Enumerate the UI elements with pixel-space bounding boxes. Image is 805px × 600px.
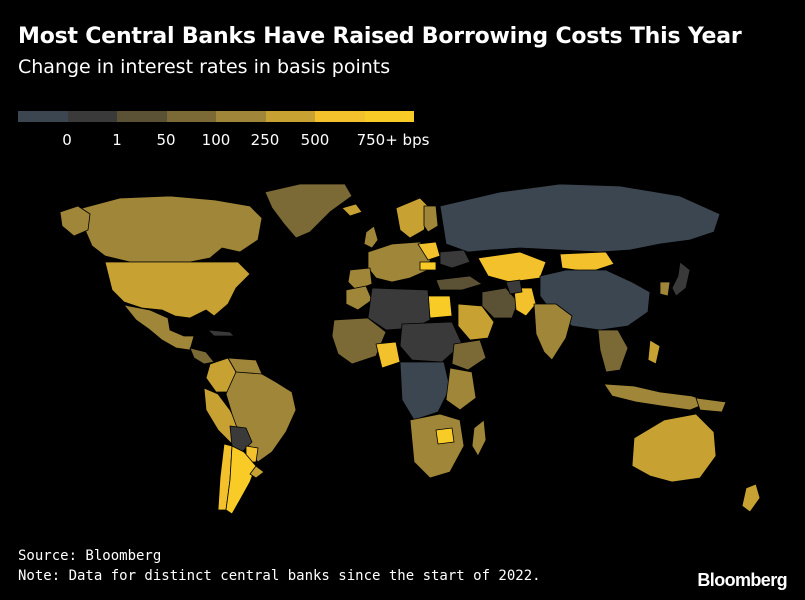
country-iceland	[341, 203, 363, 217]
country-norway-sweden	[395, 197, 431, 239]
legend-swatch-500	[315, 111, 365, 122]
country-eurozone	[367, 241, 433, 283]
legend-swatch-750	[364, 111, 414, 122]
country-pakistan	[513, 287, 537, 317]
chart-subtitle: Change in interest rates in basis points	[18, 56, 391, 78]
legend-swatch-100	[216, 111, 266, 122]
country-mexico	[123, 304, 195, 351]
country-madagascar	[471, 419, 487, 457]
country-alaska	[59, 205, 91, 237]
legend-label-500: 500	[300, 131, 330, 149]
country-central-africa	[399, 361, 451, 421]
country-southeast-asia	[597, 329, 629, 373]
country-ethiopia	[451, 339, 487, 371]
chart-title: Most Central Banks Have Raised Borrowing…	[18, 24, 742, 49]
country-australia	[631, 413, 717, 483]
country-kazakhstan	[477, 251, 547, 283]
country-usa	[104, 261, 251, 319]
country-ukraine	[439, 249, 471, 269]
legend-label-100: 100	[201, 131, 231, 149]
legend-swatch-1	[117, 111, 167, 122]
country-hungary	[419, 261, 437, 271]
country-japan	[671, 261, 691, 297]
legend-swatch-negative	[18, 111, 68, 122]
legend-swatch-250	[265, 111, 315, 122]
legend-label-250: 250	[250, 131, 280, 149]
country-nigeria	[375, 341, 401, 369]
country-cuba	[207, 329, 235, 337]
data-note: Note: Data for distinct central banks si…	[18, 568, 541, 584]
legend-swatch-50	[166, 111, 216, 122]
country-kenya-tanzania	[445, 367, 477, 411]
country-new-zealand	[741, 483, 761, 513]
source-note: Source: Bloomberg	[18, 548, 162, 564]
country-argentina	[225, 445, 257, 515]
country-korea	[659, 281, 671, 297]
country-iberia	[347, 267, 373, 291]
legend-label-0: 0	[62, 131, 72, 149]
country-mongolia	[559, 251, 615, 273]
country-egypt	[427, 295, 453, 319]
country-zambia	[435, 427, 455, 445]
country-uk	[363, 225, 379, 249]
country-morocco	[345, 285, 373, 311]
country-central-america	[189, 347, 215, 365]
country-india	[533, 303, 573, 361]
world-map	[59, 183, 761, 515]
country-papua	[695, 397, 727, 413]
country-philippines	[647, 339, 661, 365]
country-canada	[74, 195, 263, 263]
country-uruguay	[249, 465, 265, 479]
legend-label-750: 750+ bps	[356, 131, 430, 149]
legend-labels: 0 1 50 100 250 500 750+ bps	[0, 131, 805, 153]
legend-swatch-0	[67, 111, 117, 122]
country-russia	[439, 183, 721, 253]
country-finland	[423, 205, 439, 233]
country-afghanistan	[505, 279, 523, 295]
legend-label-50: 50	[156, 131, 176, 149]
legend-label-1: 1	[112, 131, 122, 149]
country-southern-africa	[409, 413, 465, 479]
country-west-africa	[331, 317, 387, 365]
bloomberg-logo: Bloomberg	[697, 570, 787, 590]
country-indonesia	[603, 383, 711, 411]
country-saudi-arabia	[457, 303, 495, 341]
country-greenland	[264, 183, 353, 239]
country-turkey	[435, 275, 483, 291]
legend-color-scale	[18, 111, 414, 122]
